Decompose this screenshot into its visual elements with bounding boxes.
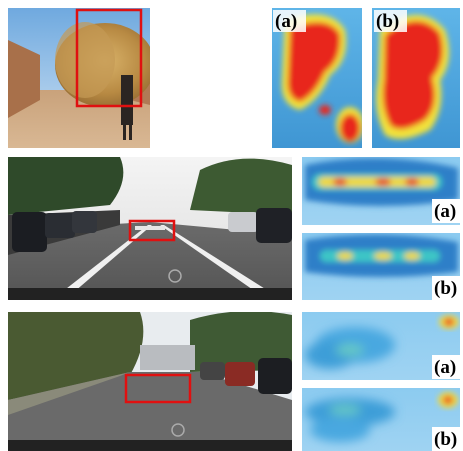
panel-label: (b): [434, 278, 457, 299]
photo-street: [8, 311, 292, 451]
panel-label: (a): [434, 357, 456, 378]
panel-label: (b): [434, 429, 457, 450]
panel-label: (b): [376, 11, 399, 32]
figure: (a) (b): [0, 0, 463, 451]
panel-label: (a): [434, 201, 456, 222]
photo-street: [8, 157, 292, 300]
panel-label: (a): [275, 11, 297, 32]
photo-donkey: [8, 8, 155, 148]
